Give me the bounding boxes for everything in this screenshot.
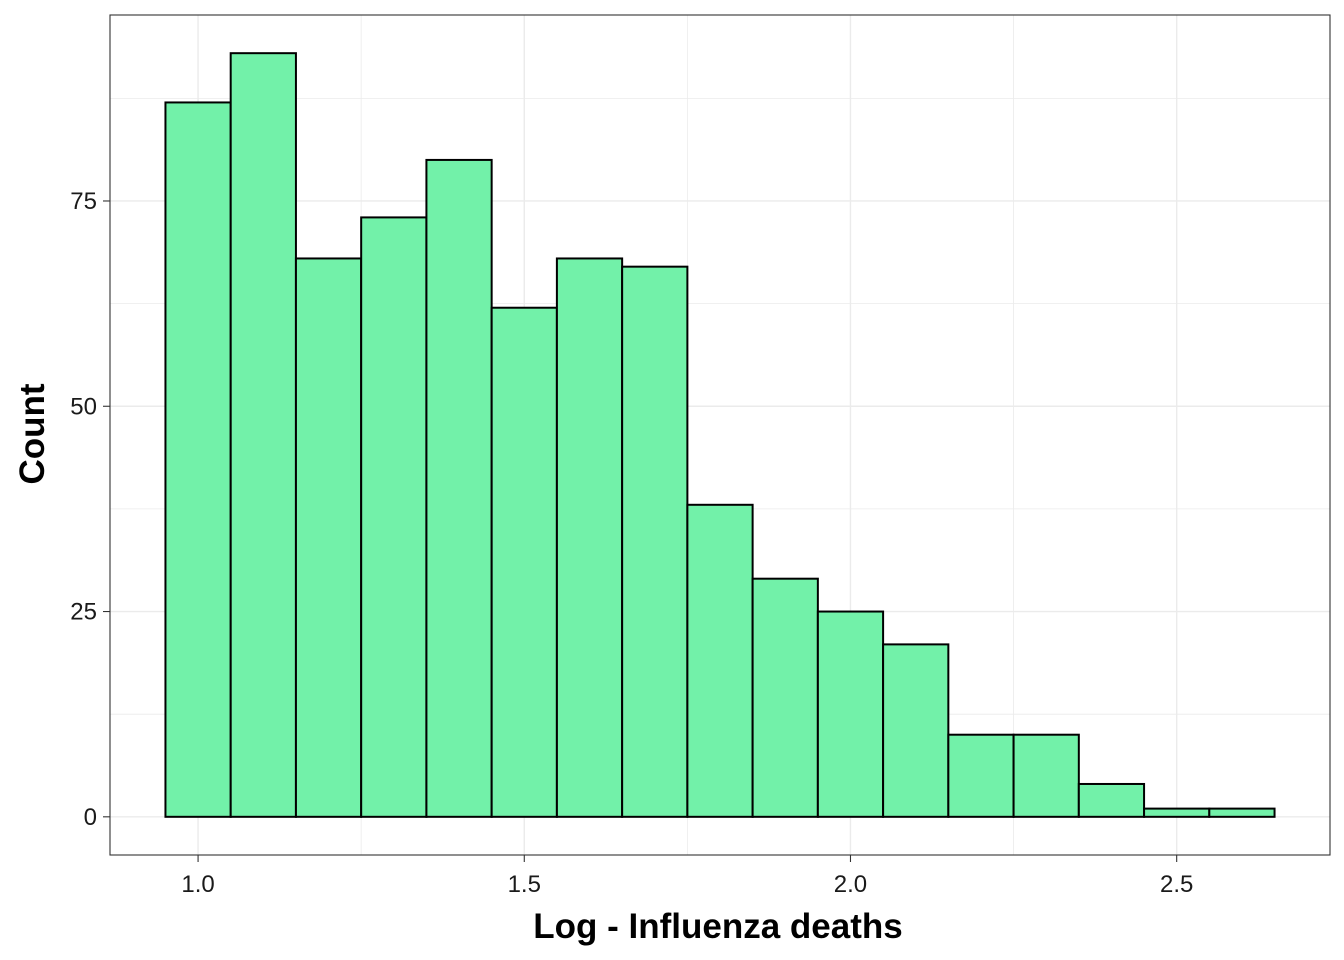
x-axis: 1.0 1.5 2.0 2.5 — [181, 855, 1193, 898]
histogram-bar — [1208, 807, 1276, 818]
y-tick-label: 75 — [70, 188, 97, 215]
x-tick-label: 2.0 — [834, 871, 867, 898]
y-tick-label: 25 — [70, 599, 97, 626]
y-tick-label: 0 — [84, 804, 97, 831]
histogram-bar — [882, 643, 950, 818]
histogram-bar — [294, 257, 363, 818]
x-tick-label: 1.5 — [508, 871, 541, 898]
histogram-bar — [229, 52, 297, 818]
histogram-bar — [816, 610, 885, 818]
x-tick-label: 1.0 — [181, 871, 214, 898]
x-tick-label: 2.5 — [1160, 871, 1193, 898]
y-axis-title: Count — [13, 383, 52, 484]
histogram-bar — [751, 577, 819, 818]
y-axis: 0 25 50 75 — [70, 188, 110, 831]
histogram-bar — [1143, 807, 1211, 818]
panel-border — [109, 14, 1331, 856]
histogram-bar — [621, 265, 689, 818]
histogram-bar — [1077, 782, 1146, 818]
histogram-bar — [425, 158, 493, 818]
histogram-bar — [164, 101, 232, 818]
histogram-bar — [555, 257, 624, 818]
histogram-bar — [947, 733, 1015, 818]
x-axis-title: Log - Influenza deaths — [533, 907, 902, 946]
histogram-bars — [164, 52, 1276, 818]
histogram-bar — [490, 306, 558, 818]
histogram-bar — [686, 503, 754, 818]
histogram-bar — [360, 216, 428, 818]
y-tick-label: 50 — [70, 393, 97, 420]
histogram-bar — [1012, 733, 1080, 818]
